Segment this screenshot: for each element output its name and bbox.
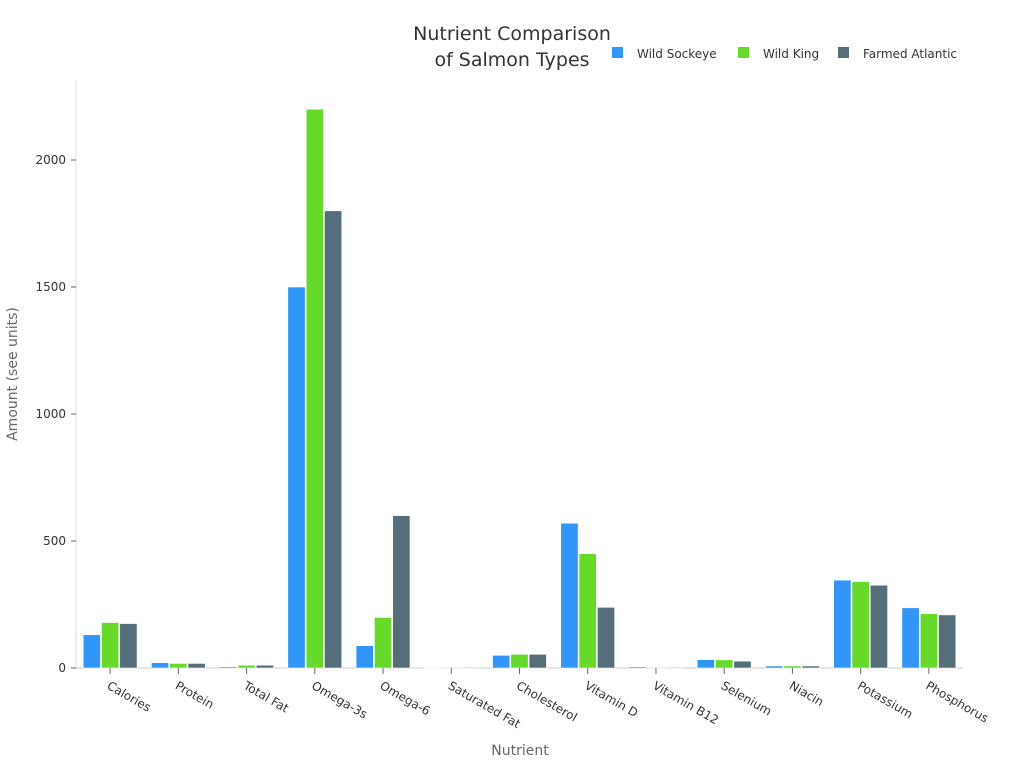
bar-wild-sockeye — [493, 655, 510, 668]
bar-wild-sockeye — [834, 580, 851, 668]
bar-farmed-atlantic — [870, 585, 887, 668]
y-tick-label: 0 — [58, 661, 66, 675]
bar-wild-king — [170, 663, 187, 668]
bar-wild-king — [306, 109, 323, 668]
bar-wild-sockeye — [765, 666, 782, 668]
x-tick-label: Calories — [105, 678, 154, 714]
x-tick-label: Protein — [173, 678, 216, 711]
bar-farmed-atlantic — [120, 624, 137, 668]
y-tick-label: 1000 — [35, 407, 66, 421]
legend-swatch — [612, 47, 623, 58]
bar-wild-king — [579, 554, 596, 668]
chart-title-line2: of Salmon Types — [434, 49, 589, 71]
x-tick-label: Phosphorus — [923, 678, 990, 725]
bar-wild-king — [511, 654, 528, 668]
x-tick-label: Omega-3s — [309, 678, 369, 721]
bar-farmed-atlantic — [529, 654, 546, 668]
bar-wild-sockeye — [697, 660, 714, 668]
x-axis-label: Nutrient — [491, 743, 549, 759]
bar-wild-sockeye — [288, 287, 305, 668]
x-tick-label: Total Fat — [240, 678, 291, 716]
bars — [83, 109, 956, 668]
bar-farmed-atlantic — [256, 665, 273, 668]
legend-swatch — [838, 47, 849, 58]
y-tick-label: 2000 — [35, 153, 66, 167]
x-tick-label: Omega-6 — [378, 678, 433, 718]
legend: Wild Sockeye Wild King Farmed Atlantic — [612, 47, 957, 61]
legend-label: Wild King — [763, 47, 819, 61]
bar-wild-king — [101, 623, 118, 668]
bar-wild-sockeye — [151, 663, 168, 668]
bar-wild-king — [716, 660, 733, 668]
x-tick-label: Selenium — [719, 678, 774, 718]
bar-wild-king — [647, 667, 664, 668]
x-tick-label: Saturated Fat — [446, 678, 523, 731]
bar-wild-king — [920, 614, 937, 668]
bar-wild-sockeye — [629, 667, 646, 668]
bar-farmed-atlantic — [324, 211, 341, 668]
bar-farmed-atlantic — [666, 667, 683, 668]
bar-wild-sockeye — [83, 635, 100, 668]
bar-farmed-atlantic — [393, 516, 410, 668]
legend-label: Wild Sockeye — [637, 47, 717, 61]
x-tick-label: Potassium — [855, 678, 915, 721]
bar-wild-king — [374, 617, 391, 668]
bar-wild-sockeye — [902, 608, 919, 668]
bar-wild-king — [852, 582, 869, 668]
legend-label: Farmed Atlantic — [863, 47, 957, 61]
bar-wild-king — [784, 666, 801, 668]
x-tick-label: Cholesterol — [514, 678, 580, 724]
bar-wild-sockeye — [220, 667, 237, 668]
bar-farmed-atlantic — [461, 667, 478, 668]
bar-wild-king — [443, 667, 460, 668]
y-tick-label: 1500 — [35, 280, 66, 294]
y-axis-ticks: 0 500 1000 1500 2000 — [35, 153, 76, 675]
y-tick-label: 500 — [43, 534, 66, 548]
y-axis-label: Amount (see units) — [5, 307, 21, 441]
bar-farmed-atlantic — [734, 661, 751, 668]
bar-farmed-atlantic — [802, 666, 819, 668]
bar-farmed-atlantic — [188, 663, 205, 668]
bar-wild-sockeye — [356, 646, 373, 668]
bar-farmed-atlantic — [939, 615, 956, 668]
bar-farmed-atlantic — [597, 607, 614, 668]
x-tick-label: Niacin — [787, 678, 826, 709]
x-tick-label: Vitamin B12 — [650, 678, 720, 727]
chart-title-line1: Nutrient Comparison — [413, 23, 611, 45]
legend-swatch — [738, 47, 749, 58]
bar-wild-king — [238, 665, 255, 668]
bar-wild-sockeye — [561, 523, 578, 668]
x-tick-label: Vitamin D — [582, 678, 640, 720]
